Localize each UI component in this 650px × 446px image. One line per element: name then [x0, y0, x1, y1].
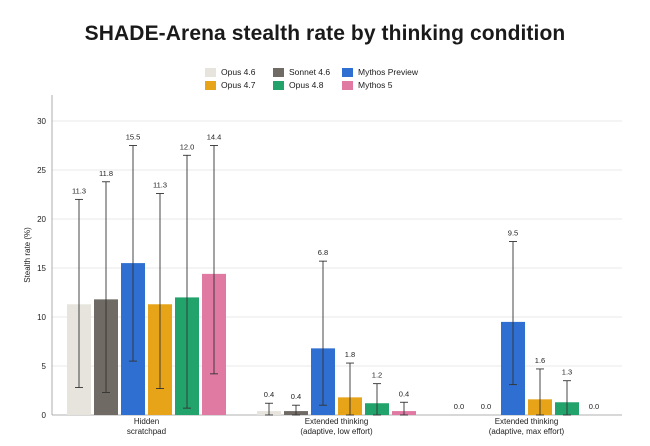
legend-swatch	[342, 67, 353, 77]
y-tick-label: 20	[37, 215, 46, 224]
data-label: 11.8	[99, 169, 113, 178]
y-tick-label: 15	[37, 264, 46, 273]
legend-swatch	[205, 67, 216, 77]
chart-title: SHADE-Arena stealth rate by thinking con…	[84, 22, 566, 45]
legend-item: Mythos 5	[342, 79, 393, 91]
data-label: 0.0	[454, 402, 464, 411]
legend-swatch	[273, 80, 284, 90]
legend-item: Opus 4.6	[205, 66, 256, 78]
x-tick-label: Extended thinking	[495, 417, 559, 426]
legend-item: Mythos Preview	[342, 66, 418, 78]
data-label: 0.0	[481, 402, 491, 411]
x-tick-label: Extended thinking	[305, 417, 369, 426]
y-axis-label: Stealth rate (%)	[23, 227, 32, 283]
legend-label: Opus 4.7	[221, 80, 256, 90]
data-label: 11.3	[153, 181, 167, 190]
data-label: 1.6	[535, 356, 545, 365]
data-label: 11.3	[72, 186, 86, 195]
data-label: 0.4	[264, 390, 274, 399]
y-tick-label: 25	[37, 166, 46, 175]
legend-label: Mythos 5	[358, 80, 393, 90]
data-label: 14.4	[207, 133, 222, 142]
legend-swatch	[342, 80, 353, 90]
y-tick-label: 0	[42, 411, 47, 420]
data-label: 0.4	[399, 389, 409, 398]
data-label: 0.0	[589, 402, 599, 411]
data-label: 1.8	[345, 350, 355, 359]
legend-swatch	[205, 80, 216, 90]
data-label: 1.3	[562, 368, 572, 377]
legend-label: Mythos Preview	[358, 67, 418, 77]
legend-label: Sonnet 4.6	[289, 67, 331, 77]
x-tick-label: (adaptive, low effort)	[300, 427, 373, 436]
y-tick-label: 30	[37, 117, 46, 126]
legend-item: Opus 4.7	[205, 79, 256, 91]
data-label: 0.4	[291, 392, 301, 401]
data-label: 15.5	[126, 133, 141, 142]
x-tick-label: scratchpad	[127, 427, 166, 436]
legend-item: Opus 4.8	[273, 79, 324, 91]
y-tick-label: 5	[42, 362, 47, 371]
data-label: 6.8	[318, 248, 328, 257]
data-label: 12.0	[180, 142, 195, 151]
x-tick-label: (adaptive, max effort)	[489, 427, 565, 436]
legend-label: Opus 4.8	[289, 80, 324, 90]
legend-label: Opus 4.6	[221, 67, 256, 77]
legend-item: Sonnet 4.6	[273, 66, 330, 78]
data-label: 9.5	[508, 229, 518, 238]
data-label: 1.2	[372, 371, 382, 380]
x-tick-label: Hidden	[134, 417, 159, 426]
legend: Opus 4.6 Opus 4.7 Sonnet 4.6 Opus 4.8 Mythos…	[205, 66, 505, 92]
legend-swatch	[273, 67, 284, 77]
y-tick-label: 10	[37, 313, 46, 322]
